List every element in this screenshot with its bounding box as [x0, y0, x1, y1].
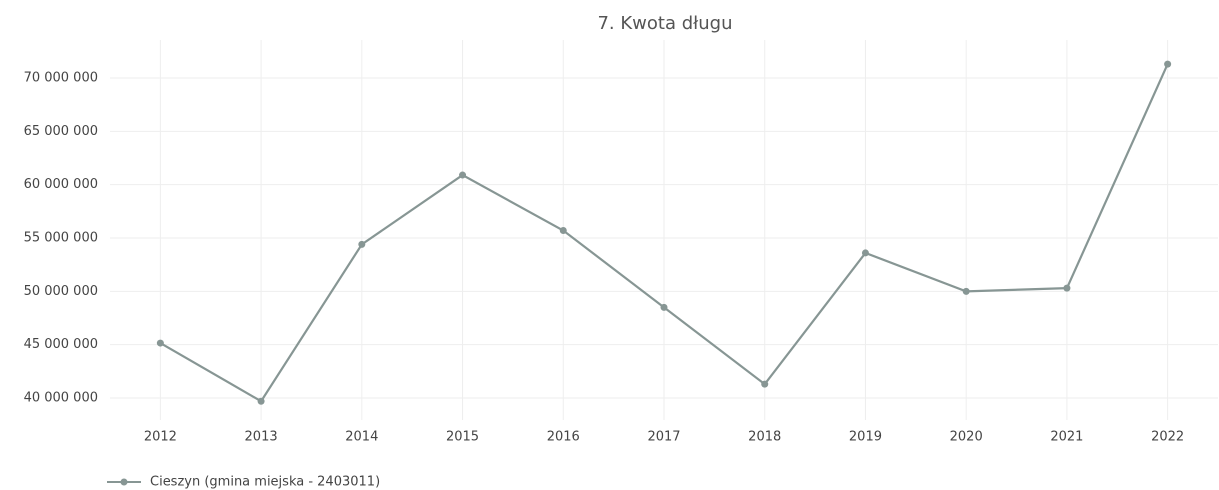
point: [1063, 284, 1071, 292]
point: [459, 171, 467, 179]
y-tick-label: 45 000 000: [24, 337, 98, 352]
chart-title: 7. Kwota długu: [597, 13, 732, 34]
y-tick-label: 60 000 000: [24, 177, 98, 192]
point: [358, 240, 366, 248]
x-tick-label: 2022: [1151, 430, 1184, 445]
y-tick-label: 55 000 000: [24, 231, 98, 246]
point: [1164, 60, 1172, 68]
x-tick-label: 2017: [647, 430, 680, 445]
x-tick-label: 2021: [1050, 430, 1083, 445]
y-tick-label: 70 000 000: [24, 70, 98, 85]
y-tick-label: 65 000 000: [24, 124, 98, 139]
point: [761, 380, 769, 388]
x-tick-label: 2014: [345, 430, 378, 445]
x-tick-label: 2018: [748, 430, 781, 445]
x-tick-label: 2012: [144, 430, 177, 445]
point: [156, 339, 164, 347]
legend-marker: [120, 478, 128, 486]
x-tick-label: 2015: [446, 430, 479, 445]
x-tick-label: 2019: [849, 430, 882, 445]
y-tick-label: 40 000 000: [24, 391, 98, 406]
x-tick-label: 2020: [950, 430, 983, 445]
x-tick-label: 2016: [547, 430, 580, 445]
x-tick-label: 2013: [245, 430, 278, 445]
point: [660, 303, 668, 311]
point: [861, 249, 869, 257]
point: [559, 227, 567, 235]
y-tick-label: 50 000 000: [24, 284, 98, 299]
point: [962, 287, 970, 295]
point: [257, 397, 265, 405]
legend-label: Cieszyn (gmina miejska - 2403011): [150, 475, 380, 490]
